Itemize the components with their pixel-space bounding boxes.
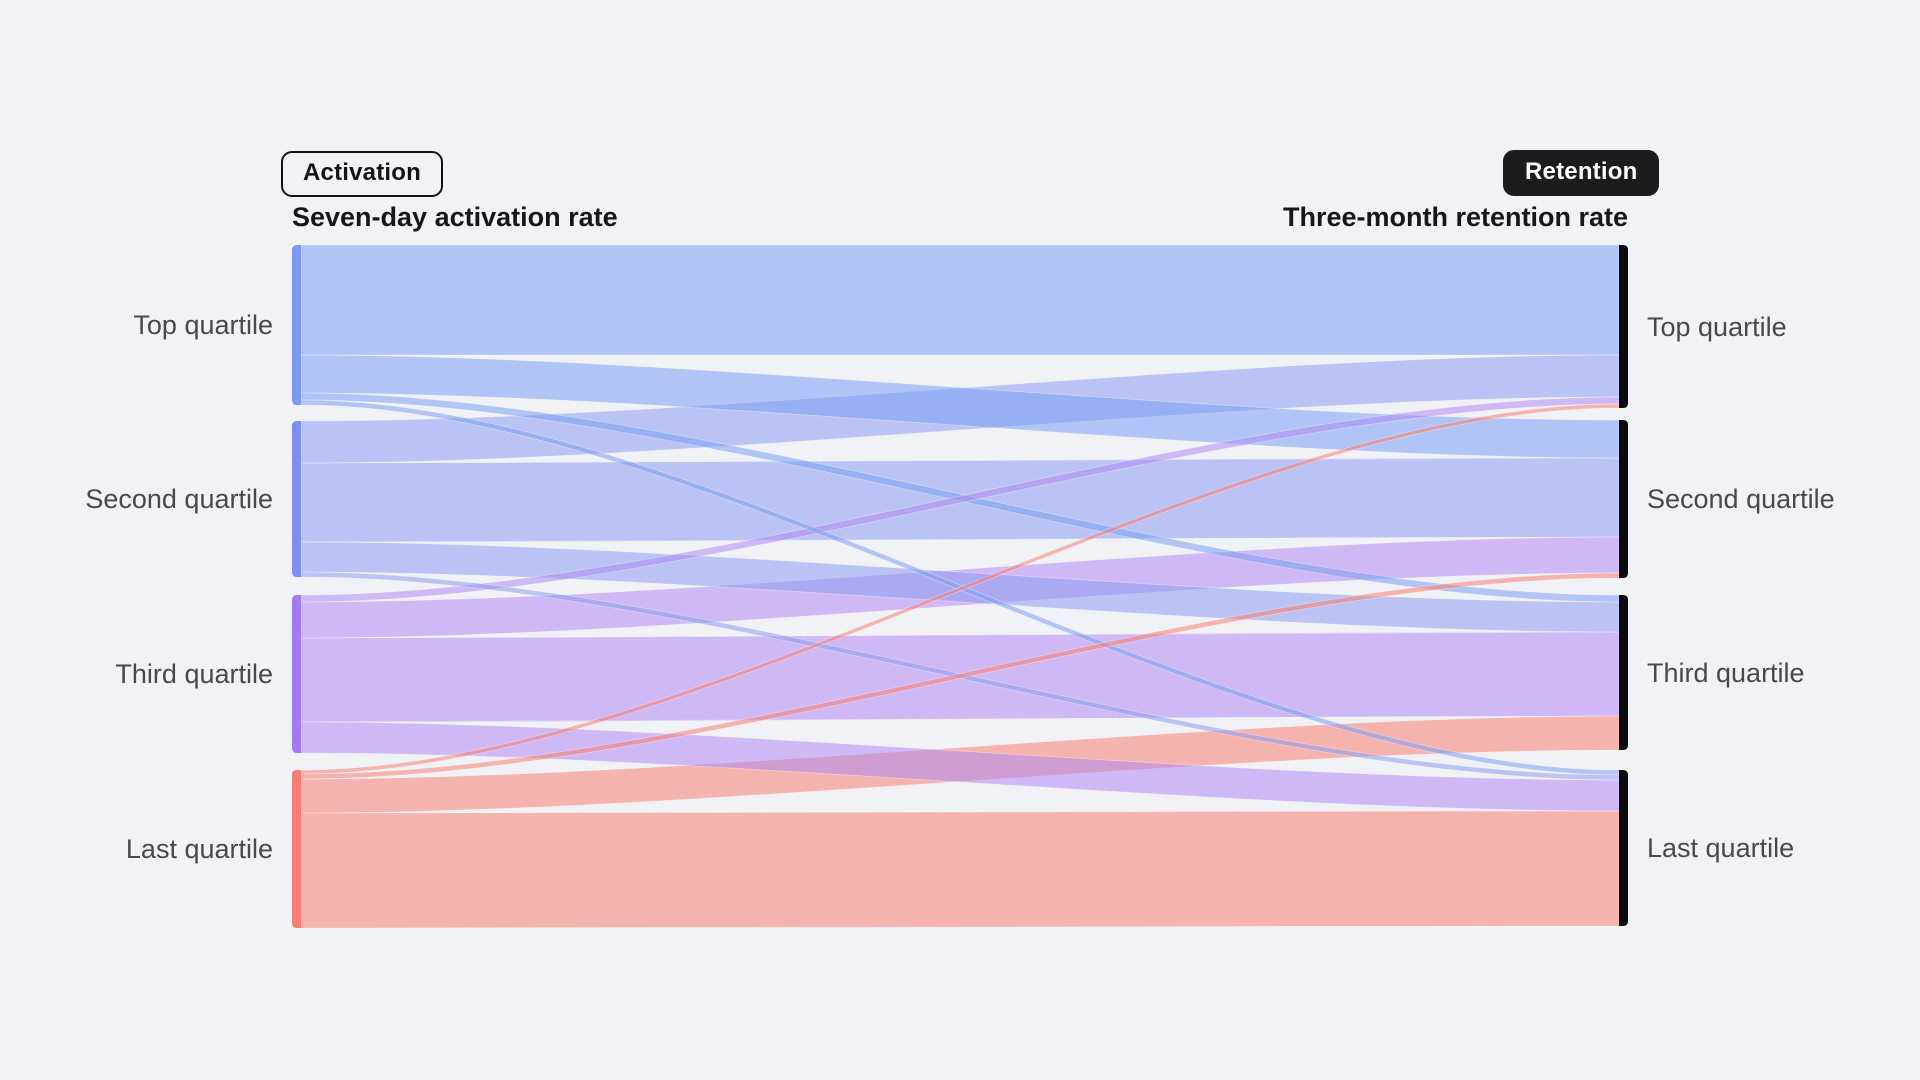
- right-node-bar: [1619, 245, 1628, 408]
- left-node-label: Third quartile: [115, 659, 273, 689]
- right-node-label: Top quartile: [1647, 311, 1787, 342]
- retention-badge[interactable]: Retention: [1503, 150, 1660, 196]
- left-node-bar: [292, 421, 301, 577]
- flow-ribbon: [300, 810, 1620, 929]
- right-node-bar: [1619, 770, 1628, 926]
- left-node-bar: [292, 770, 301, 928]
- flow-ribbon: [300, 244, 1620, 356]
- left-axis-title: Seven-day activation rate: [292, 202, 618, 232]
- left-node-bar: [292, 595, 301, 753]
- activation-badge[interactable]: Activation: [281, 151, 444, 197]
- right-node-bar: [1619, 420, 1628, 578]
- right-axis-title: Three-month retention rate: [1282, 202, 1628, 232]
- right-node-label: Second quartile: [1647, 484, 1835, 514]
- right-node-label: Third quartile: [1647, 657, 1805, 688]
- right-node-label: Last quartile: [1647, 833, 1795, 863]
- left-node-label: Top quartile: [133, 310, 273, 340]
- left-node-bar: [292, 245, 301, 405]
- left-node-label: Last quartile: [125, 834, 273, 864]
- right-node-bar: [1619, 595, 1628, 750]
- left-node-label: Second quartile: [85, 484, 273, 514]
